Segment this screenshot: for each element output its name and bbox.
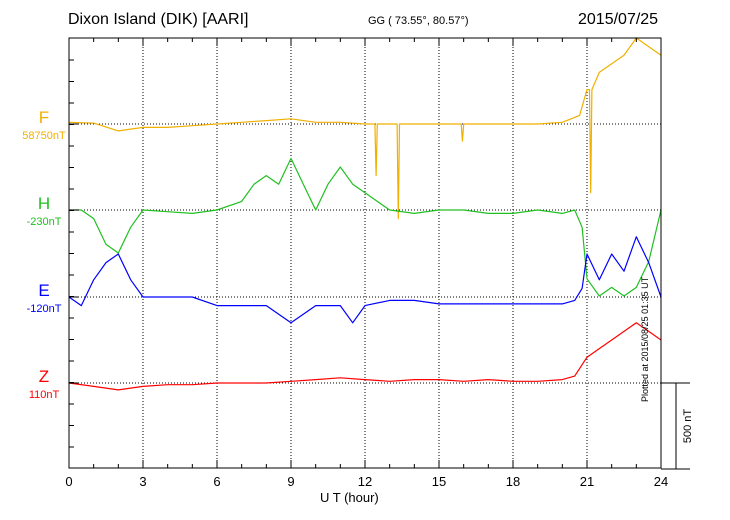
plotted-timestamp: Plotted at 2015/08/25 01:35 UT xyxy=(640,276,650,402)
component-letter: F xyxy=(38,108,50,127)
component-label-z: Z 110nT xyxy=(14,367,74,401)
axis-ticks: 0 3 6 9 12 15 18 21 24 xyxy=(65,38,668,489)
x-tick-label: 24 xyxy=(654,474,668,489)
component-label-f: F 58750nT xyxy=(14,108,74,142)
trace-z xyxy=(68,322,662,391)
x-tick-label: 9 xyxy=(287,474,294,489)
component-label-e: E -120nT xyxy=(14,281,74,315)
plot-frame xyxy=(68,37,662,469)
grid-lines xyxy=(69,38,661,468)
component-baseline: -120nT xyxy=(26,303,62,315)
trace-f xyxy=(68,37,662,220)
component-baseline: -230nT xyxy=(26,216,62,228)
component-letter: E xyxy=(38,281,50,300)
x-tick-label: 0 xyxy=(65,474,72,489)
x-tick-label: 15 xyxy=(432,474,446,489)
component-baseline: 110nT xyxy=(28,389,60,401)
component-label-h: H -230nT xyxy=(14,194,74,228)
component-letter: H xyxy=(37,194,51,213)
scale-bar: 500 nT xyxy=(661,382,694,470)
x-tick-label: 21 xyxy=(580,474,594,489)
station-title: Dixon Island (DIK) [AARI] xyxy=(68,11,249,28)
component-letter: Z xyxy=(38,367,50,386)
x-axis-label: U T (hour) xyxy=(320,490,379,505)
scale-bar-label: 500 nT xyxy=(682,409,694,444)
trace-e xyxy=(68,236,662,324)
x-tick-label: 6 xyxy=(213,474,220,489)
geographic-coordinates: GG ( 73.55°, 80.57°) xyxy=(368,15,469,27)
component-baseline: 58750nT xyxy=(22,130,66,142)
x-tick-label: 12 xyxy=(358,474,372,489)
x-tick-label: 18 xyxy=(506,474,520,489)
date-title: 2015/07/25 xyxy=(578,11,659,28)
data-traces xyxy=(68,37,662,391)
x-tick-label: 3 xyxy=(139,474,146,489)
